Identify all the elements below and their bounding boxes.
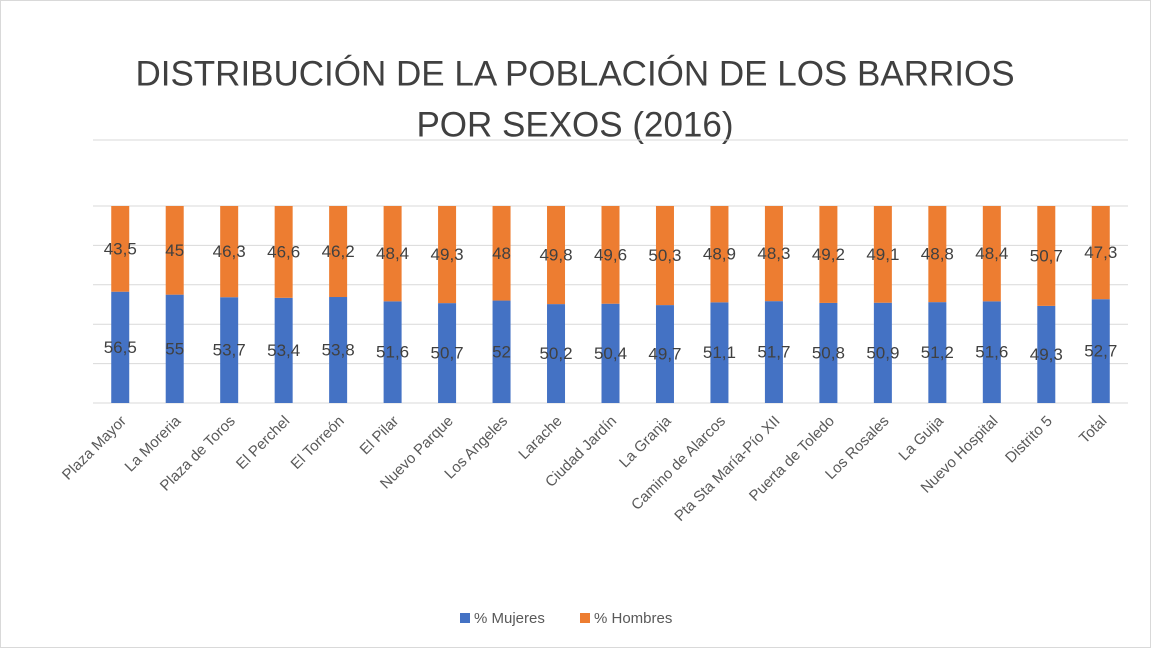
bar-segment bbox=[111, 206, 130, 292]
data-label: 49,6 bbox=[594, 245, 627, 264]
bar-segment bbox=[819, 302, 838, 403]
bar-segment bbox=[1037, 305, 1056, 403]
bar-segment bbox=[547, 206, 566, 305]
data-label: 45 bbox=[165, 241, 184, 260]
data-label: 49,7 bbox=[648, 345, 681, 364]
data-label: 47,3 bbox=[1084, 243, 1117, 262]
data-label: 51,6 bbox=[975, 343, 1008, 362]
data-label: 51,1 bbox=[703, 343, 736, 362]
data-label: 48,8 bbox=[921, 245, 954, 264]
data-label: 48,4 bbox=[376, 244, 409, 263]
data-label: 50,7 bbox=[431, 344, 464, 363]
bar-segment bbox=[601, 206, 620, 304]
data-label: 53,7 bbox=[213, 341, 246, 360]
legend-swatch bbox=[460, 613, 470, 623]
data-label: 49,3 bbox=[1030, 345, 1063, 364]
bar-segment bbox=[601, 303, 620, 403]
bar-segment bbox=[220, 297, 239, 403]
legend-label: % Mujeres bbox=[474, 610, 545, 627]
bar-segment bbox=[274, 297, 293, 403]
bar-segment bbox=[438, 303, 457, 403]
data-label: 52 bbox=[492, 342, 511, 361]
bar-segment bbox=[547, 304, 566, 403]
data-label: 50,8 bbox=[812, 343, 845, 362]
data-label: 48,3 bbox=[757, 244, 790, 263]
bar-segment bbox=[329, 297, 348, 403]
bar-segment bbox=[329, 206, 348, 298]
bar-segment bbox=[274, 206, 293, 298]
data-label: 49,8 bbox=[539, 246, 572, 265]
bar-segment bbox=[873, 206, 892, 303]
bar-segment bbox=[1091, 206, 1110, 300]
bar-segment bbox=[1037, 206, 1056, 306]
bar-segment bbox=[111, 291, 130, 403]
chart-title: POR SEXOS (2016) bbox=[416, 105, 733, 144]
data-label: 48,9 bbox=[703, 245, 736, 264]
data-label: 48 bbox=[492, 244, 511, 263]
data-label: 50,4 bbox=[594, 344, 627, 363]
bar-segment bbox=[165, 206, 184, 295]
bar-segment bbox=[1091, 299, 1110, 403]
bar-segment bbox=[220, 206, 239, 298]
bar-segment bbox=[982, 301, 1001, 403]
bar-segment bbox=[383, 301, 402, 403]
data-label: 50,7 bbox=[1030, 246, 1063, 265]
data-label: 49,3 bbox=[431, 245, 464, 264]
chart-title: DISTRIBUCIÓN DE LA POBLACIÓN DE LOS BARR… bbox=[135, 54, 1014, 93]
bar-segment bbox=[710, 206, 729, 303]
data-label: 46,2 bbox=[322, 242, 355, 261]
bar-segment bbox=[928, 302, 947, 403]
bar-segment bbox=[165, 294, 184, 403]
legend-label: % Hombres bbox=[594, 610, 672, 627]
data-label: 56,5 bbox=[104, 338, 137, 357]
data-label: 52,7 bbox=[1084, 342, 1117, 361]
bar-segment bbox=[764, 206, 783, 302]
data-label: 50,9 bbox=[866, 343, 899, 362]
data-label: 49,2 bbox=[812, 245, 845, 264]
bar-segment bbox=[438, 206, 457, 304]
data-label: 50,3 bbox=[648, 246, 681, 265]
data-label: 46,6 bbox=[267, 242, 300, 261]
data-label: 53,4 bbox=[267, 341, 300, 360]
bar-segment bbox=[873, 302, 892, 403]
data-label: 51,6 bbox=[376, 343, 409, 362]
bar-segment bbox=[383, 206, 402, 302]
data-label: 48,4 bbox=[975, 244, 1008, 263]
bar-segment bbox=[492, 300, 511, 403]
data-label: 49,1 bbox=[866, 245, 899, 264]
bar-segment bbox=[492, 206, 511, 301]
legend-swatch bbox=[580, 613, 590, 623]
bar-segment bbox=[655, 206, 674, 306]
bar-segment bbox=[928, 206, 947, 303]
bar-segment bbox=[655, 305, 674, 403]
bar-segment bbox=[819, 206, 838, 303]
bar-segment bbox=[764, 301, 783, 403]
data-label: 46,3 bbox=[213, 242, 246, 261]
data-label: 55 bbox=[165, 339, 184, 358]
bar-segment bbox=[710, 302, 729, 403]
data-label: 43,5 bbox=[104, 239, 137, 258]
data-label: 51,7 bbox=[757, 343, 790, 362]
data-label: 51,2 bbox=[921, 343, 954, 362]
data-label: 50,2 bbox=[539, 344, 572, 363]
bar-segment bbox=[982, 206, 1001, 302]
data-label: 53,8 bbox=[322, 340, 355, 359]
